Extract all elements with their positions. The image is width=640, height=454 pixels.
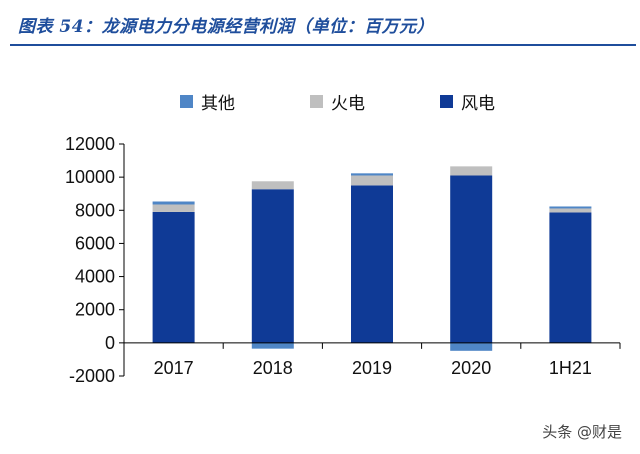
- y-tick-label: 6000: [75, 233, 115, 253]
- bar-segment: [450, 175, 493, 343]
- bar-segment: [549, 208, 592, 213]
- chart-legend: 其他 火电 风电: [0, 90, 640, 114]
- y-tick-label: 12000: [65, 134, 115, 154]
- legend-label-wind: 风电: [461, 93, 495, 114]
- x-tick-label: 2019: [352, 358, 392, 378]
- bar-segment: [351, 185, 393, 343]
- y-tick-label: -2000: [69, 366, 115, 386]
- bar-segment: [251, 342, 294, 349]
- legend-item-thermal: 火电: [310, 90, 365, 114]
- chart-header: 图表 54：龙源电力分电源经营利润（单位：百万元）: [0, 0, 640, 46]
- x-tick-label: 2020: [451, 358, 491, 378]
- legend-swatch-other: [180, 94, 193, 108]
- x-tick-label: 2017: [154, 358, 194, 378]
- bar-segment: [152, 211, 195, 343]
- chart-title: 图表 54：龙源电力分电源经营利润（单位：百万元）: [18, 17, 435, 37]
- legend-item-wind: 风电: [440, 90, 495, 114]
- title-underline: [10, 44, 636, 46]
- legend-label-other: 其他: [201, 93, 235, 114]
- y-tick-label: 10000: [65, 167, 115, 187]
- y-tick-label: 2000: [75, 300, 115, 320]
- y-tick-label: 8000: [75, 200, 115, 220]
- watermark: 头条 @财是: [542, 423, 622, 441]
- legend-swatch-wind: [440, 94, 453, 108]
- bar-segment: [152, 204, 195, 212]
- legend-item-other: 其他: [180, 90, 235, 114]
- x-tick-label: 2018: [253, 358, 293, 378]
- legend-label-thermal: 火电: [331, 93, 365, 114]
- bar-segment: [251, 181, 294, 190]
- bar-segment: [152, 201, 195, 205]
- bar-segment: [251, 189, 294, 343]
- bar-segment: [450, 342, 493, 351]
- legend-swatch-thermal: [310, 94, 323, 108]
- bar-segment: [549, 212, 592, 343]
- bar-segment: [351, 175, 393, 186]
- x-tick-label: 1H21: [549, 358, 592, 378]
- y-tick-label: 0: [105, 333, 115, 353]
- bar-segment: [450, 166, 493, 176]
- bar-segment: [549, 206, 592, 209]
- y-tick-label: 4000: [75, 267, 115, 287]
- bar-segment: [351, 173, 393, 176]
